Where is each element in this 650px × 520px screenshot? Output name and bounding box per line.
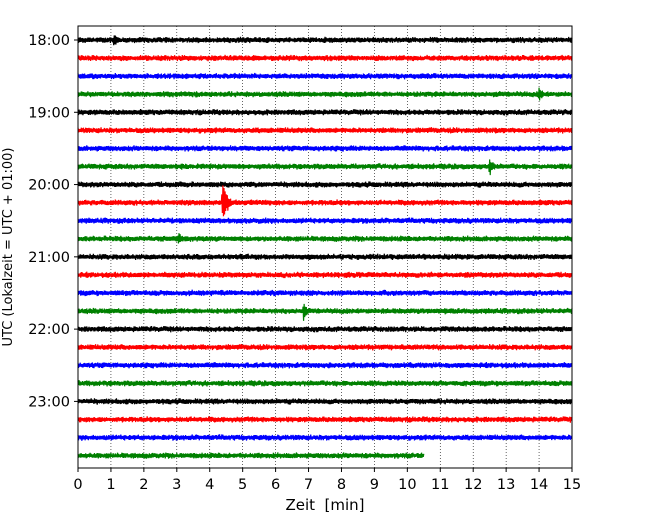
x-axis-title: Zeit [min] bbox=[285, 496, 364, 514]
x-tick-label: 1 bbox=[106, 477, 115, 493]
x-tick-label: 2 bbox=[139, 477, 148, 493]
y-tick-label: 21:00 bbox=[28, 250, 70, 266]
trace-row-19 bbox=[77, 380, 573, 387]
trace-row-21 bbox=[77, 416, 573, 423]
y-tick-label: 23:00 bbox=[28, 394, 70, 410]
x-tick-label: 5 bbox=[238, 477, 247, 493]
x-tick-label: 9 bbox=[370, 477, 379, 493]
trace-row-0 bbox=[77, 35, 573, 46]
y-tick-label: 22:00 bbox=[28, 322, 70, 338]
x-tick-label: 8 bbox=[337, 477, 346, 493]
trace-row-4 bbox=[77, 108, 573, 116]
y-tick-label: 19:00 bbox=[28, 105, 70, 121]
x-tick-label: 14 bbox=[530, 477, 548, 493]
trace-row-18 bbox=[77, 362, 573, 369]
trace-row-16 bbox=[77, 325, 573, 333]
trace-row-8 bbox=[77, 181, 573, 188]
trace-group bbox=[77, 35, 573, 459]
trace-row-3 bbox=[77, 87, 573, 101]
trace-row-10 bbox=[77, 217, 573, 224]
x-tick-label: 0 bbox=[73, 477, 82, 493]
x-tick-label: 13 bbox=[497, 477, 515, 493]
trace-row-22 bbox=[77, 434, 573, 441]
x-tick-label: 6 bbox=[271, 477, 280, 493]
x-tick-label: 15 bbox=[563, 477, 581, 493]
y-tick-label: 18:00 bbox=[28, 33, 70, 49]
x-tick-label: 10 bbox=[398, 477, 416, 493]
trace-row-15 bbox=[77, 303, 573, 321]
trace-row-9 bbox=[77, 185, 573, 217]
x-tick-label: 3 bbox=[172, 477, 181, 493]
trace-row-12 bbox=[77, 253, 573, 261]
x-axis: 0 1 2 3 4 5 6 7 8 9 10 11 12 13 14 15 bbox=[73, 468, 581, 493]
trace-row-23 bbox=[77, 452, 425, 459]
x-tick-label: 7 bbox=[304, 477, 313, 493]
trace-row-5 bbox=[77, 127, 573, 134]
trace-row-6 bbox=[77, 145, 573, 152]
trace-row-2 bbox=[77, 72, 573, 80]
y-axis: 18:00 19:00 20:00 21:00 22:00 23:00 bbox=[28, 33, 78, 410]
x-tick-label: 11 bbox=[431, 477, 449, 493]
trace-row-20 bbox=[77, 398, 573, 405]
trace-row-1 bbox=[77, 54, 573, 62]
y-axis-title: UTC (Lokalzeit = UTC + 01:00) bbox=[1, 148, 16, 347]
trace-row-11 bbox=[77, 233, 573, 244]
trace-row-13 bbox=[77, 271, 573, 279]
x-tick-label: 4 bbox=[205, 477, 214, 493]
trace-row-7 bbox=[77, 159, 573, 176]
trace-row-17 bbox=[77, 344, 573, 351]
y-tick-label: 20:00 bbox=[28, 178, 70, 194]
trace-row-14 bbox=[77, 289, 573, 297]
x-tick-label: 12 bbox=[464, 477, 482, 493]
plot-frame bbox=[77, 25, 573, 469]
